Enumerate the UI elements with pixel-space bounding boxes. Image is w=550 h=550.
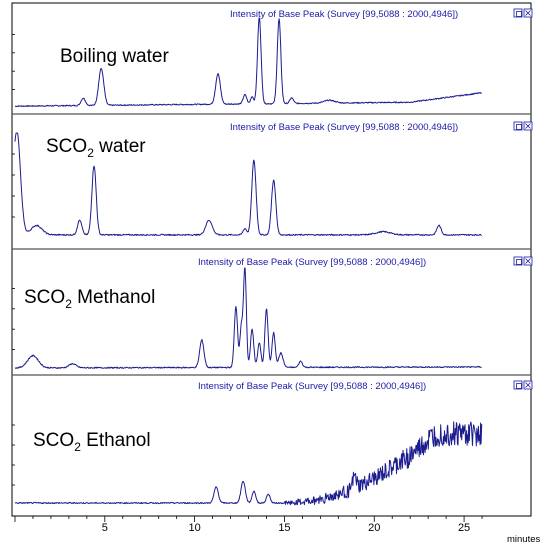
panel-title: SCO2 Methanol [24, 287, 155, 311]
y-ticks [12, 287, 15, 351]
chromatogram-trace-sco2-methanol [14, 267, 482, 369]
close-window-icon[interactable] [523, 380, 533, 390]
panel-title: SCO2 Ethanol [33, 430, 151, 454]
restore-window-icon[interactable] [513, 256, 523, 266]
panel-title: SCO2 water [46, 136, 146, 160]
close-window-icon[interactable] [523, 256, 533, 266]
x-tick-label: 20 [368, 522, 380, 534]
panel-header: Intensity of Base Peak (Survey [99,5088 … [198, 257, 426, 268]
restore-window-icon[interactable] [513, 380, 523, 390]
close-window-icon[interactable] [523, 8, 533, 18]
panel-sco2-water: Intensity of Base Peak (Survey [99,5088 … [14, 121, 533, 236]
x-axis: 5 10 15 20 25 [14, 516, 483, 534]
x-tick-label: 25 [458, 522, 470, 534]
panel-sco2-ethanol: Intensity of Base Peak (Survey [99,5088 … [14, 380, 533, 506]
y-ticks [12, 424, 15, 486]
x-tick-label: 5 [102, 522, 108, 534]
panel-sco2-methanol: Intensity of Base Peak (Survey [99,5088 … [14, 256, 533, 369]
chromatogram-trace-sco2-water [14, 132, 482, 236]
y-ticks [12, 153, 15, 218]
x-tick-label: 15 [278, 522, 290, 534]
restore-window-icon[interactable] [513, 121, 523, 131]
panel-header: Intensity of Base Peak (Survey [99,5088 … [230, 122, 458, 133]
panel-header: Intensity of Base Peak (Survey [99,5088 … [198, 381, 426, 392]
x-tick-label: 10 [189, 522, 201, 534]
chromatogram-trace-boiling-water [14, 17, 482, 108]
panel-boiling-water: Intensity of Base Peak (Survey [99,5088 … [14, 8, 533, 108]
panel-header: Intensity of Base Peak (Survey [99,5088 … [230, 9, 458, 20]
chromatogram-trace-sco2-ethanol [14, 421, 483, 506]
y-ticks [12, 34, 15, 90]
close-window-icon[interactable] [523, 121, 533, 131]
panel-title: Boiling water [60, 46, 169, 67]
x-axis-label: minutes [507, 534, 541, 545]
restore-window-icon[interactable] [513, 8, 523, 18]
